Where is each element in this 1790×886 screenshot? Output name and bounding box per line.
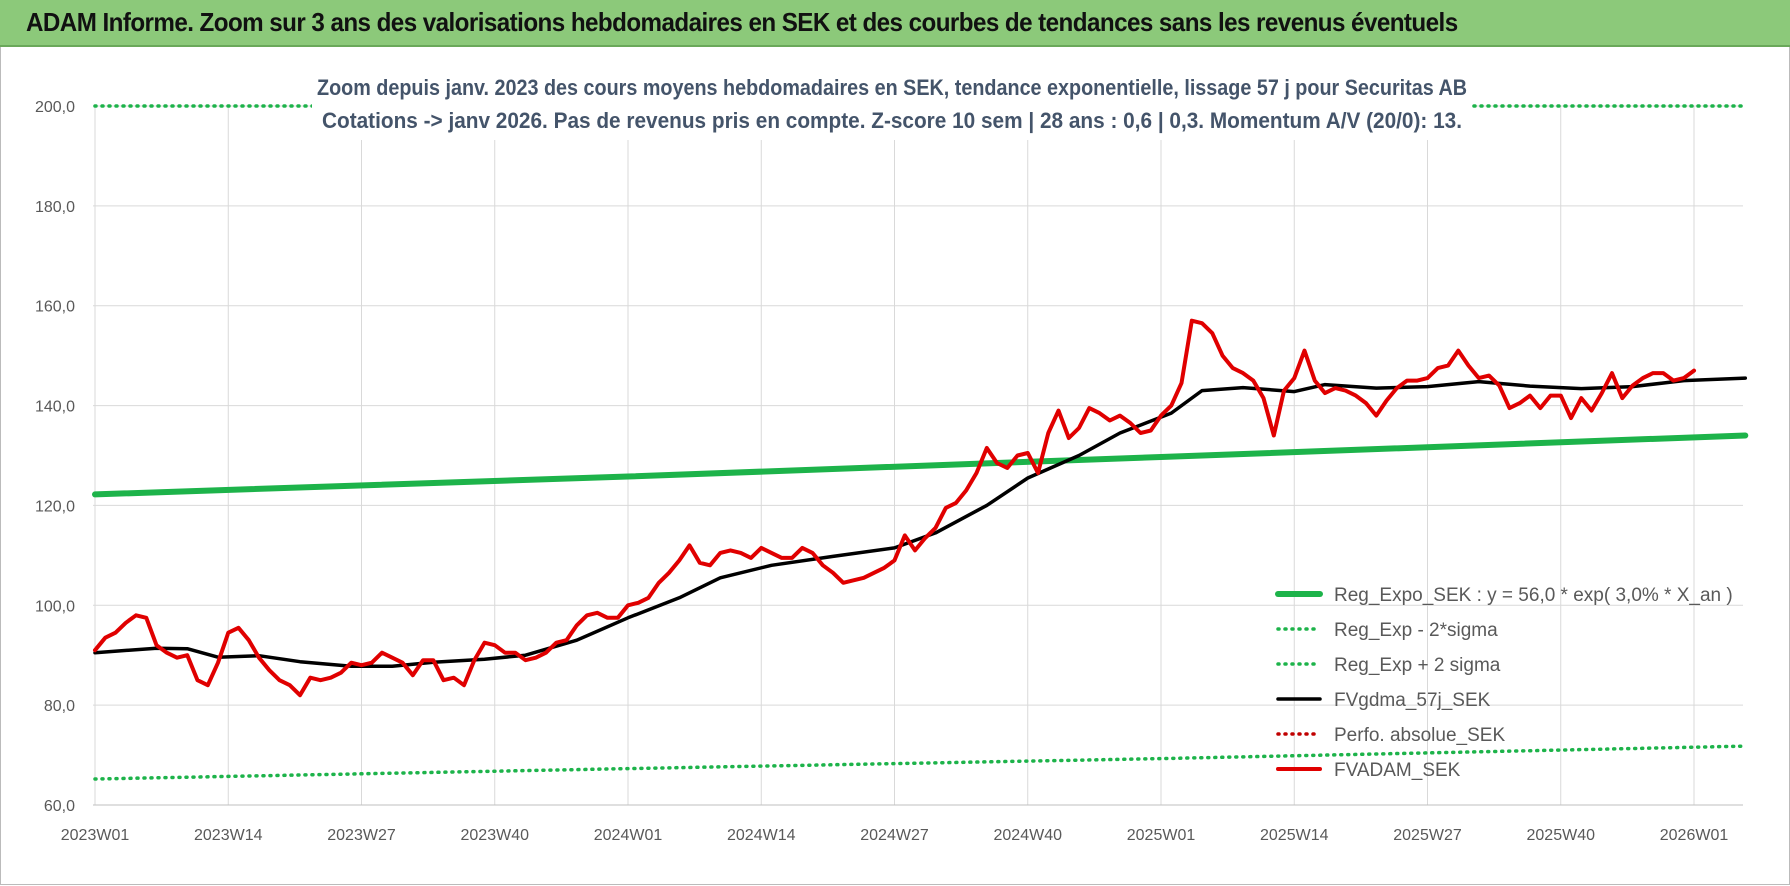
y-tick-label: 60,0	[44, 798, 75, 815]
y-tick-label: 180,0	[35, 199, 75, 216]
series-line-fvgdma-57j-sek	[93, 376, 1748, 668]
axes: 60,0 80,0 100,0 120,0 140,0 160,0 180,0 200,0 20…	[35, 99, 1743, 844]
x-tick-label: 2023W01	[61, 827, 130, 844]
x-tick-label: 2025W40	[1527, 827, 1596, 844]
x-tick-label: 2024W27	[860, 827, 929, 844]
report-title: ADAM Informe. Zoom sur 3 ans des valoris…	[26, 7, 1458, 37]
x-tick-label: 2023W27	[327, 827, 396, 844]
y-tick-label: 80,0	[44, 698, 75, 715]
x-tick-label: 2024W14	[727, 827, 796, 844]
series-line-fvadam-sek	[93, 318, 1696, 698]
legend-label: FVADAM_SEK	[1334, 760, 1461, 781]
chart-subtitle-line2: Cotations -> janv 2026. Pas de revenus p…	[322, 108, 1462, 133]
y-tick-label: 160,0	[35, 299, 75, 316]
legend-label: Reg_Expo_SEK : y = 56,0 * exp( 3,0% * X_…	[1334, 585, 1733, 606]
y-tick-label: 100,0	[35, 598, 75, 615]
x-tick-label: 2025W01	[1127, 827, 1196, 844]
grid	[93, 105, 1743, 806]
x-tick-label: 2023W40	[461, 827, 530, 844]
x-tick-label: 2023W14	[194, 827, 263, 844]
x-tick-label: 2025W14	[1260, 827, 1329, 844]
y-tick-label: 140,0	[35, 399, 75, 416]
legend-label: Reg_Exp - 2*sigma	[1334, 620, 1498, 641]
series-line-reg-expo-sek	[92, 432, 1749, 498]
y-tick-label: 120,0	[35, 498, 75, 515]
series-layer	[92, 104, 1749, 781]
legend-label: FVgdma_57j_SEK	[1334, 690, 1491, 711]
x-tick-label: 2025W27	[1393, 827, 1462, 844]
report-banner: ADAM Informe. Zoom sur 3 ans des valoris…	[0, 0, 1790, 47]
series-line-reg-exp	[93, 744, 1748, 781]
x-tick-label: 2024W40	[994, 827, 1063, 844]
legend-label: Perfo. absolue_SEK	[1334, 725, 1505, 746]
legend-label: Reg_Exp + 2 sigma	[1334, 655, 1501, 676]
subtitle-background	[312, 66, 1472, 140]
chart-subtitle-line1: Zoom depuis janv. 2023 des cours moyens …	[317, 75, 1467, 100]
chart-title-block: Zoom depuis janv. 2023 des cours moyens …	[312, 66, 1472, 140]
x-tick-label: 2026W01	[1660, 827, 1729, 844]
x-tick-label: 2024W01	[594, 827, 663, 844]
legend: Reg_Expo_SEK : y = 56,0 * exp( 3,0% * X_…	[1275, 585, 1733, 781]
y-tick-label: 200,0	[35, 99, 75, 116]
